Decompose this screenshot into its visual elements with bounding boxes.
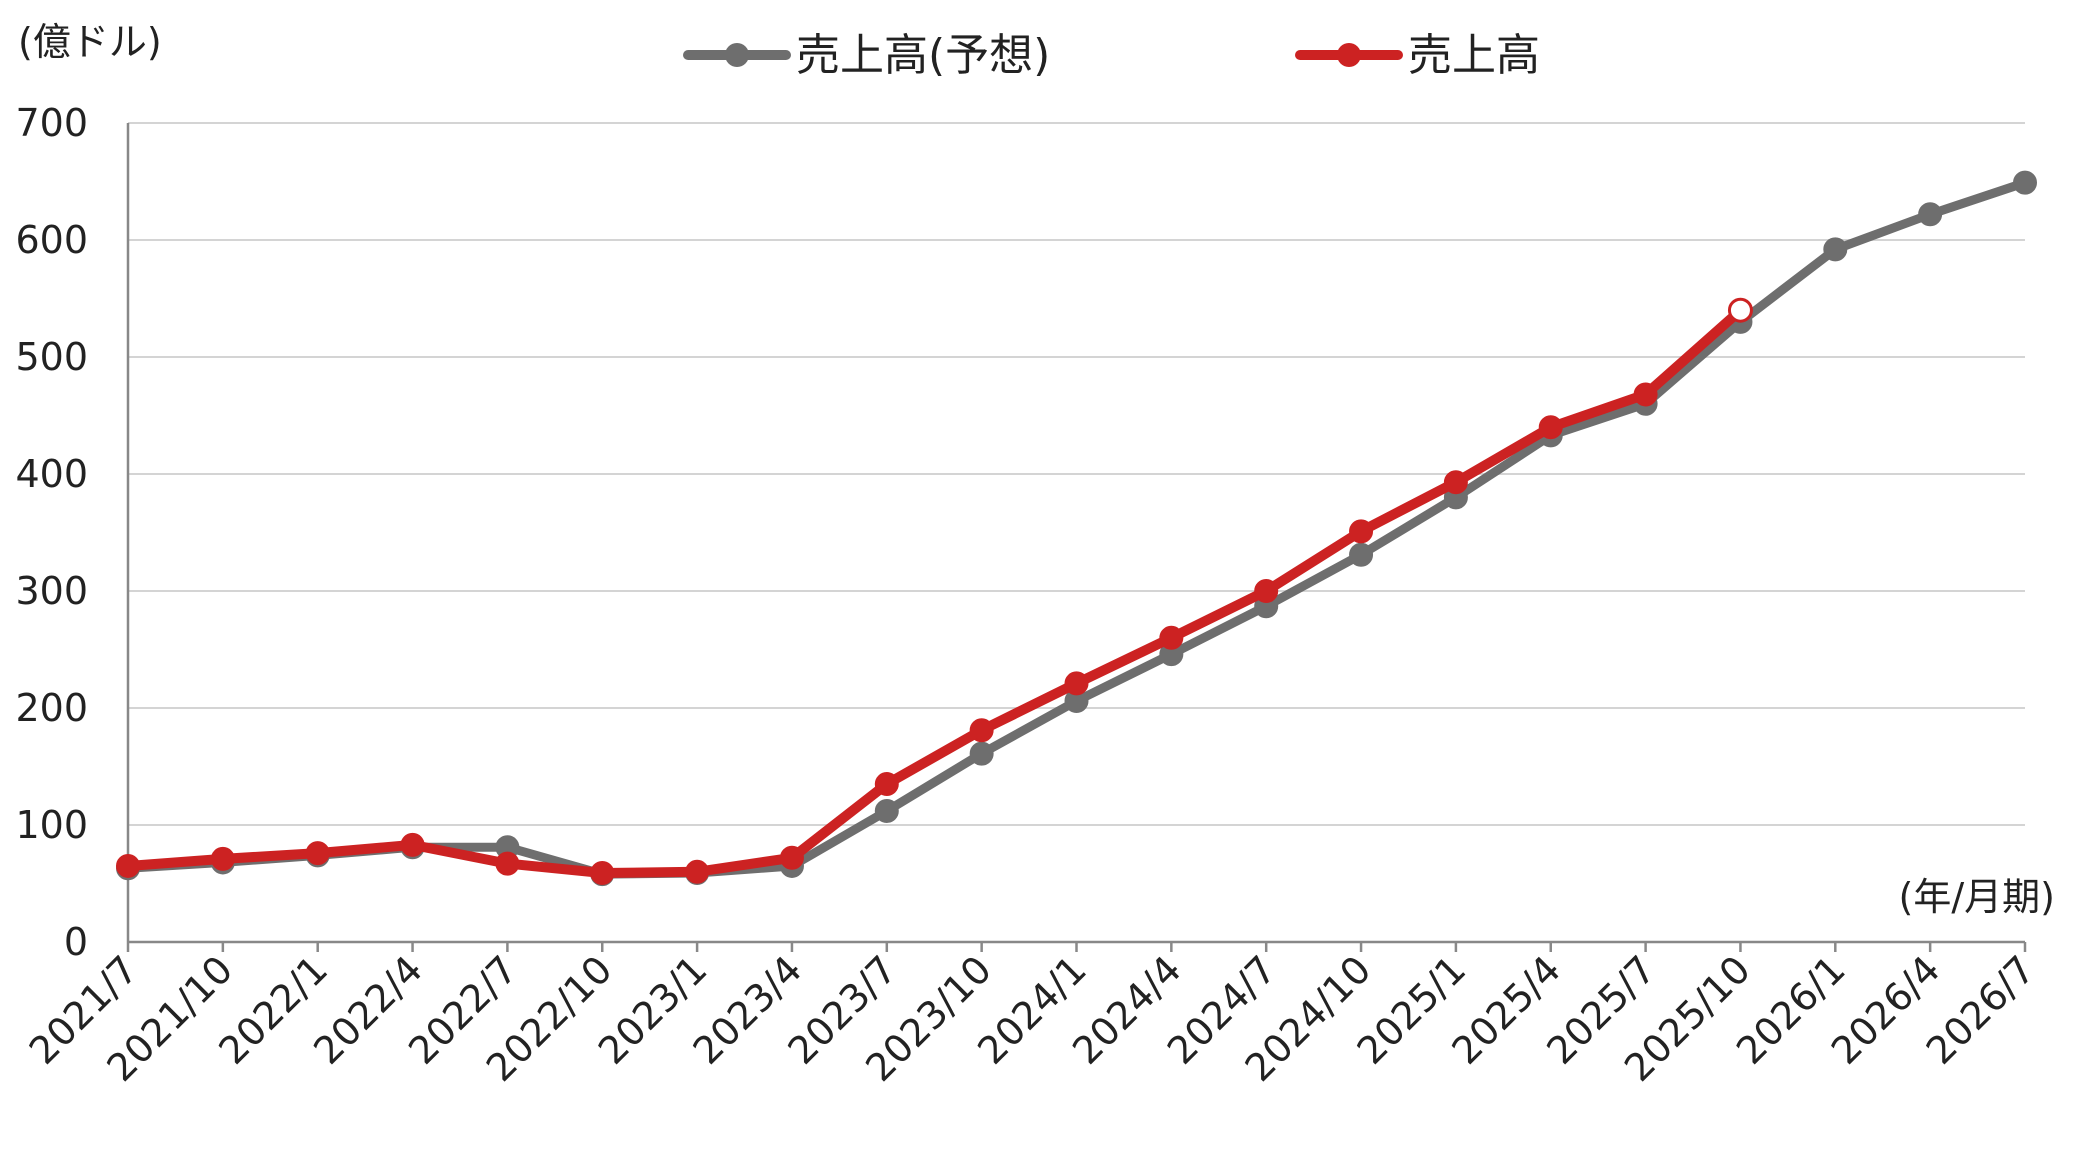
data-point	[210, 846, 235, 871]
y-tick-label: 500	[15, 335, 88, 379]
legend-label: 売上高(予想)	[796, 30, 1050, 81]
y-tick-labels: 0 100 200 300 400 500 600 700	[15, 101, 88, 964]
data-point	[969, 741, 994, 766]
data-point	[400, 832, 425, 857]
data-point	[1633, 382, 1658, 407]
legend-item: 売上高	[1295, 30, 1540, 81]
legend: 売上高(予想) 売上高	[683, 30, 1540, 81]
legend-swatch-marker	[1337, 43, 1361, 67]
x-axis-unit-label: (年/月期)	[1899, 875, 2055, 919]
series-line	[123, 305, 1746, 878]
y-tick-label: 700	[15, 101, 88, 145]
x-tick-labels: 2021/72021/102022/12022/42022/72022/1020…	[21, 947, 2044, 1090]
legend-label: 売上高	[1408, 30, 1540, 81]
data-point	[1349, 519, 1374, 544]
series-layer	[116, 170, 2037, 887]
data-point	[1349, 542, 1374, 567]
data-point	[1064, 671, 1089, 696]
legend-swatch-marker	[725, 43, 749, 67]
data-point	[305, 841, 330, 866]
y-tick-label: 200	[15, 686, 88, 730]
data-point	[495, 851, 520, 876]
data-point	[1918, 202, 1943, 227]
data-point	[2013, 170, 2037, 195]
data-point	[1538, 415, 1563, 440]
data-point	[874, 798, 899, 823]
y-tick-label: 0	[64, 920, 88, 964]
series-line	[123, 178, 2030, 879]
data-point	[969, 718, 994, 743]
data-point	[590, 860, 615, 885]
gridlines	[128, 122, 2025, 826]
y-axis-unit-label: (億ドル)	[18, 20, 162, 64]
y-tick-label: 600	[15, 218, 88, 262]
y-tick-label: 300	[15, 569, 88, 613]
series-forecast	[116, 170, 2037, 887]
data-point	[1727, 297, 1753, 323]
data-point	[685, 859, 710, 884]
series-actual	[116, 297, 1753, 885]
data-point	[1443, 470, 1468, 495]
axes	[126, 123, 2027, 952]
data-point	[1823, 237, 1848, 262]
y-tick-label: 400	[15, 452, 88, 496]
data-point	[1254, 579, 1279, 603]
data-point	[116, 853, 140, 878]
y-tick-label: 100	[15, 803, 88, 847]
legend-item: 売上高(予想)	[683, 30, 1050, 81]
x-tick-label: 2026/7	[1918, 947, 2044, 1073]
data-point	[779, 845, 804, 870]
data-point	[874, 772, 899, 797]
data-point	[1159, 625, 1184, 650]
